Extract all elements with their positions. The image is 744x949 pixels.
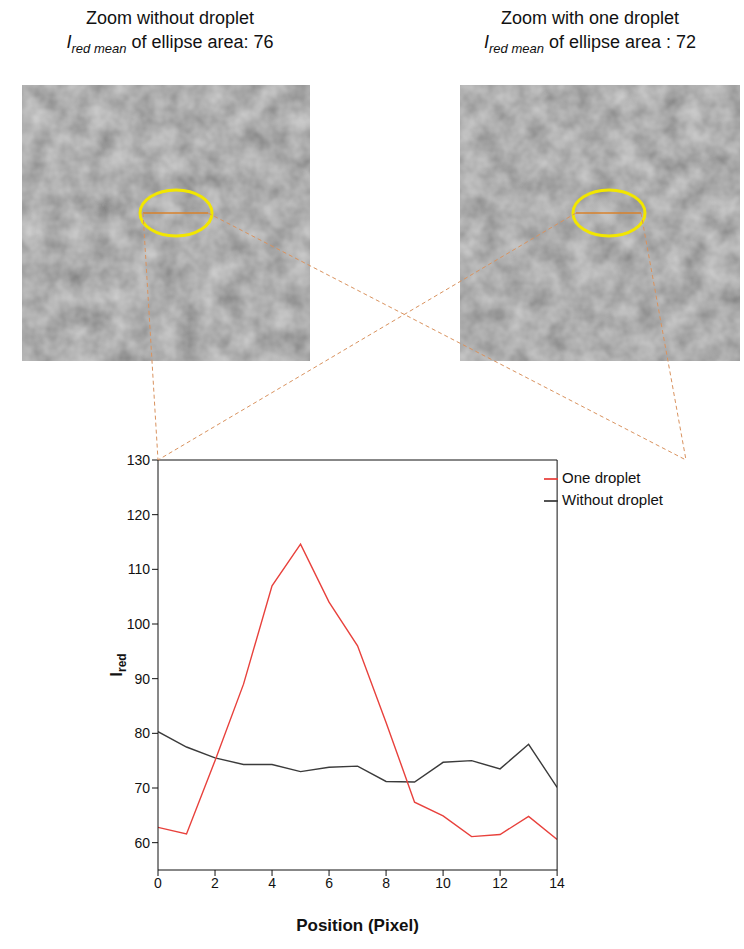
- svg-text:12: 12: [492, 875, 508, 891]
- svg-text:4: 4: [268, 875, 276, 891]
- svg-text:0: 0: [154, 875, 162, 891]
- svg-text:2: 2: [211, 875, 219, 891]
- svg-text:120: 120: [127, 507, 151, 523]
- svg-text:70: 70: [134, 780, 150, 796]
- svg-text:130: 130: [127, 452, 151, 468]
- svg-text:Ired: Ired: [107, 653, 129, 676]
- html-text:Ired meanof ellipse area: 76: Ired meanof ellipse area: 76: [66, 32, 274, 56]
- svg-text:6: 6: [325, 875, 333, 891]
- svg-text:10: 10: [435, 875, 451, 891]
- svg-text:100: 100: [127, 616, 151, 632]
- html-text:One droplet: One droplet: [562, 469, 641, 486]
- svg-text:60: 60: [134, 835, 150, 851]
- html-text:Ired meanof ellipse area : 72: Ired meanof ellipse area : 72: [484, 32, 696, 56]
- svg-text:110: 110: [128, 561, 151, 577]
- svg-text:8: 8: [382, 875, 390, 891]
- html-text:Zoom without droplet: Zoom without droplet: [86, 8, 254, 28]
- html-text:Without droplet: Without droplet: [562, 491, 663, 508]
- svg-text:80: 80: [134, 725, 150, 741]
- svg-text:90: 90: [134, 671, 150, 687]
- html-text:Zoom with one droplet: Zoom with one droplet: [501, 8, 679, 28]
- svg-text:14: 14: [549, 875, 565, 891]
- svg-text:Position (Pixel): Position (Pixel): [296, 916, 419, 935]
